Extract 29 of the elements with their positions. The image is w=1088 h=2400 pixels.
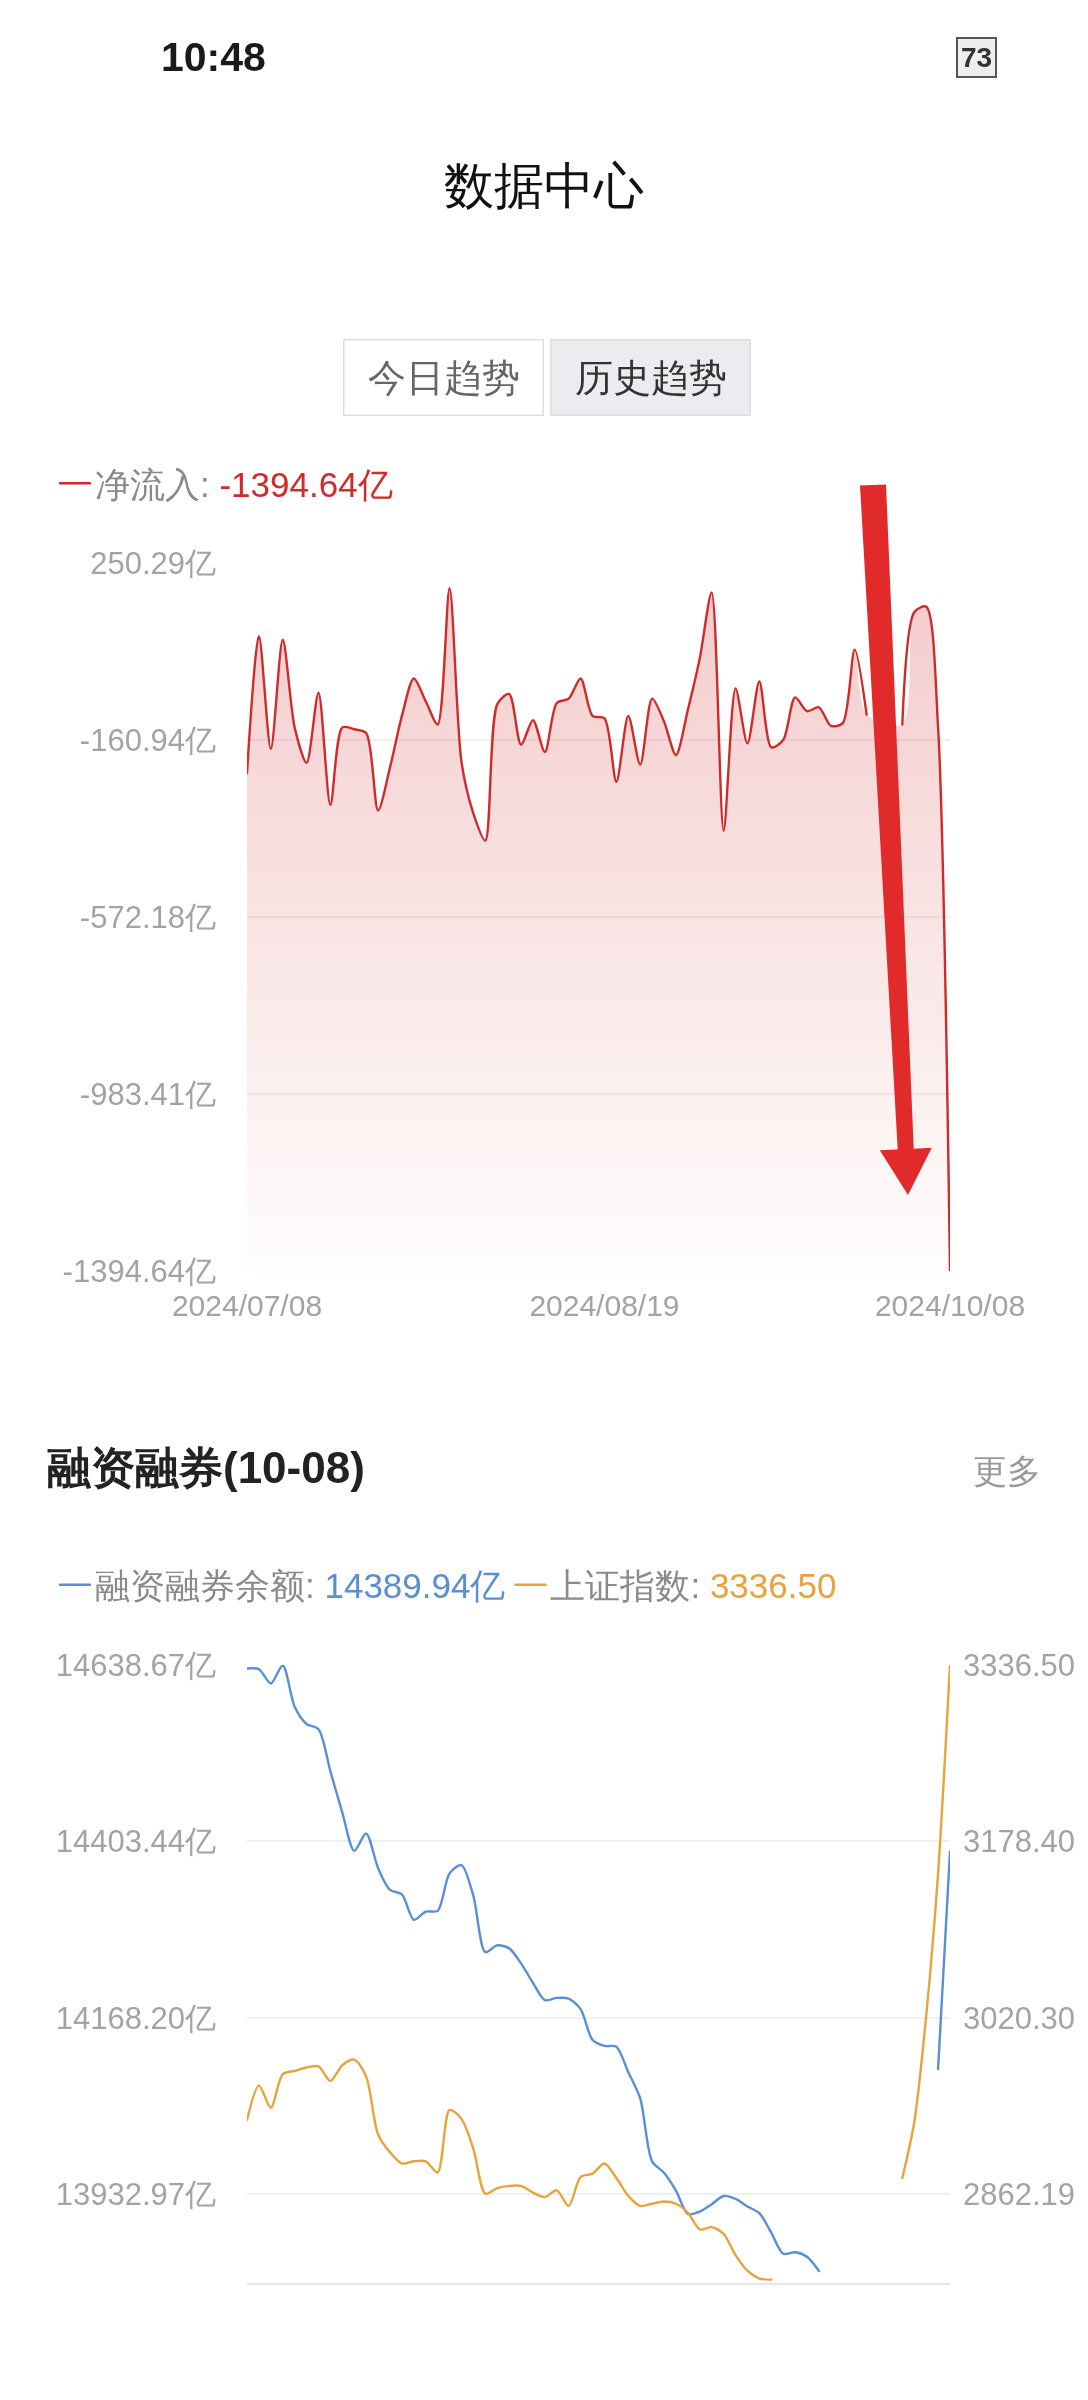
y-tick-label: -572.18亿 — [79, 900, 216, 936]
y-tick-label: -160.94亿 — [79, 723, 216, 759]
y2-tick-label: 3178.40 — [963, 1824, 1076, 1860]
y-tick-label: 13932.97亿 — [55, 2177, 216, 2213]
text: 73 — [961, 42, 993, 73]
y-tick-label: 14638.67亿 — [55, 1647, 216, 1683]
y2-tick-label: 3336.50 — [963, 1647, 1076, 1683]
text: 3336.50 — [709, 1566, 837, 1606]
text: 10:48 — [161, 34, 266, 80]
x-tick-label: 2024/07/08 — [171, 1289, 323, 1322]
x-tick-label: 2024/08/19 — [529, 1289, 680, 1322]
text: 14389.94亿 — [324, 1566, 506, 1606]
x-tick-label: 2024/10/08 — [874, 1289, 1026, 1322]
legend-label: 融资融券余额: — [95, 1566, 315, 1606]
text: 历史趋势 — [574, 356, 727, 399]
text: -1394.64亿 — [219, 464, 393, 504]
y-tick-label: 14168.20亿 — [55, 2000, 216, 2036]
y-tick-label: -1394.64亿 — [62, 1253, 216, 1289]
text: 更多 — [973, 1452, 1041, 1490]
y-tick-label: 14403.44亿 — [55, 1824, 216, 1860]
y-tick-label: -983.41亿 — [79, 1076, 216, 1112]
y2-tick-label: 2862.19 — [963, 2177, 1076, 2213]
y-tick-label: 250.29亿 — [90, 546, 216, 582]
text: 今日趋势 — [367, 356, 520, 399]
chart-title: 数据中心 — [444, 158, 644, 214]
legend-label: 上证指数: — [550, 1566, 701, 1606]
legend-label: 净流入: — [95, 464, 210, 504]
chart-title: 融资融券(10-08) — [47, 1443, 365, 1492]
y2-tick-label: 3020.30 — [963, 2000, 1076, 2036]
